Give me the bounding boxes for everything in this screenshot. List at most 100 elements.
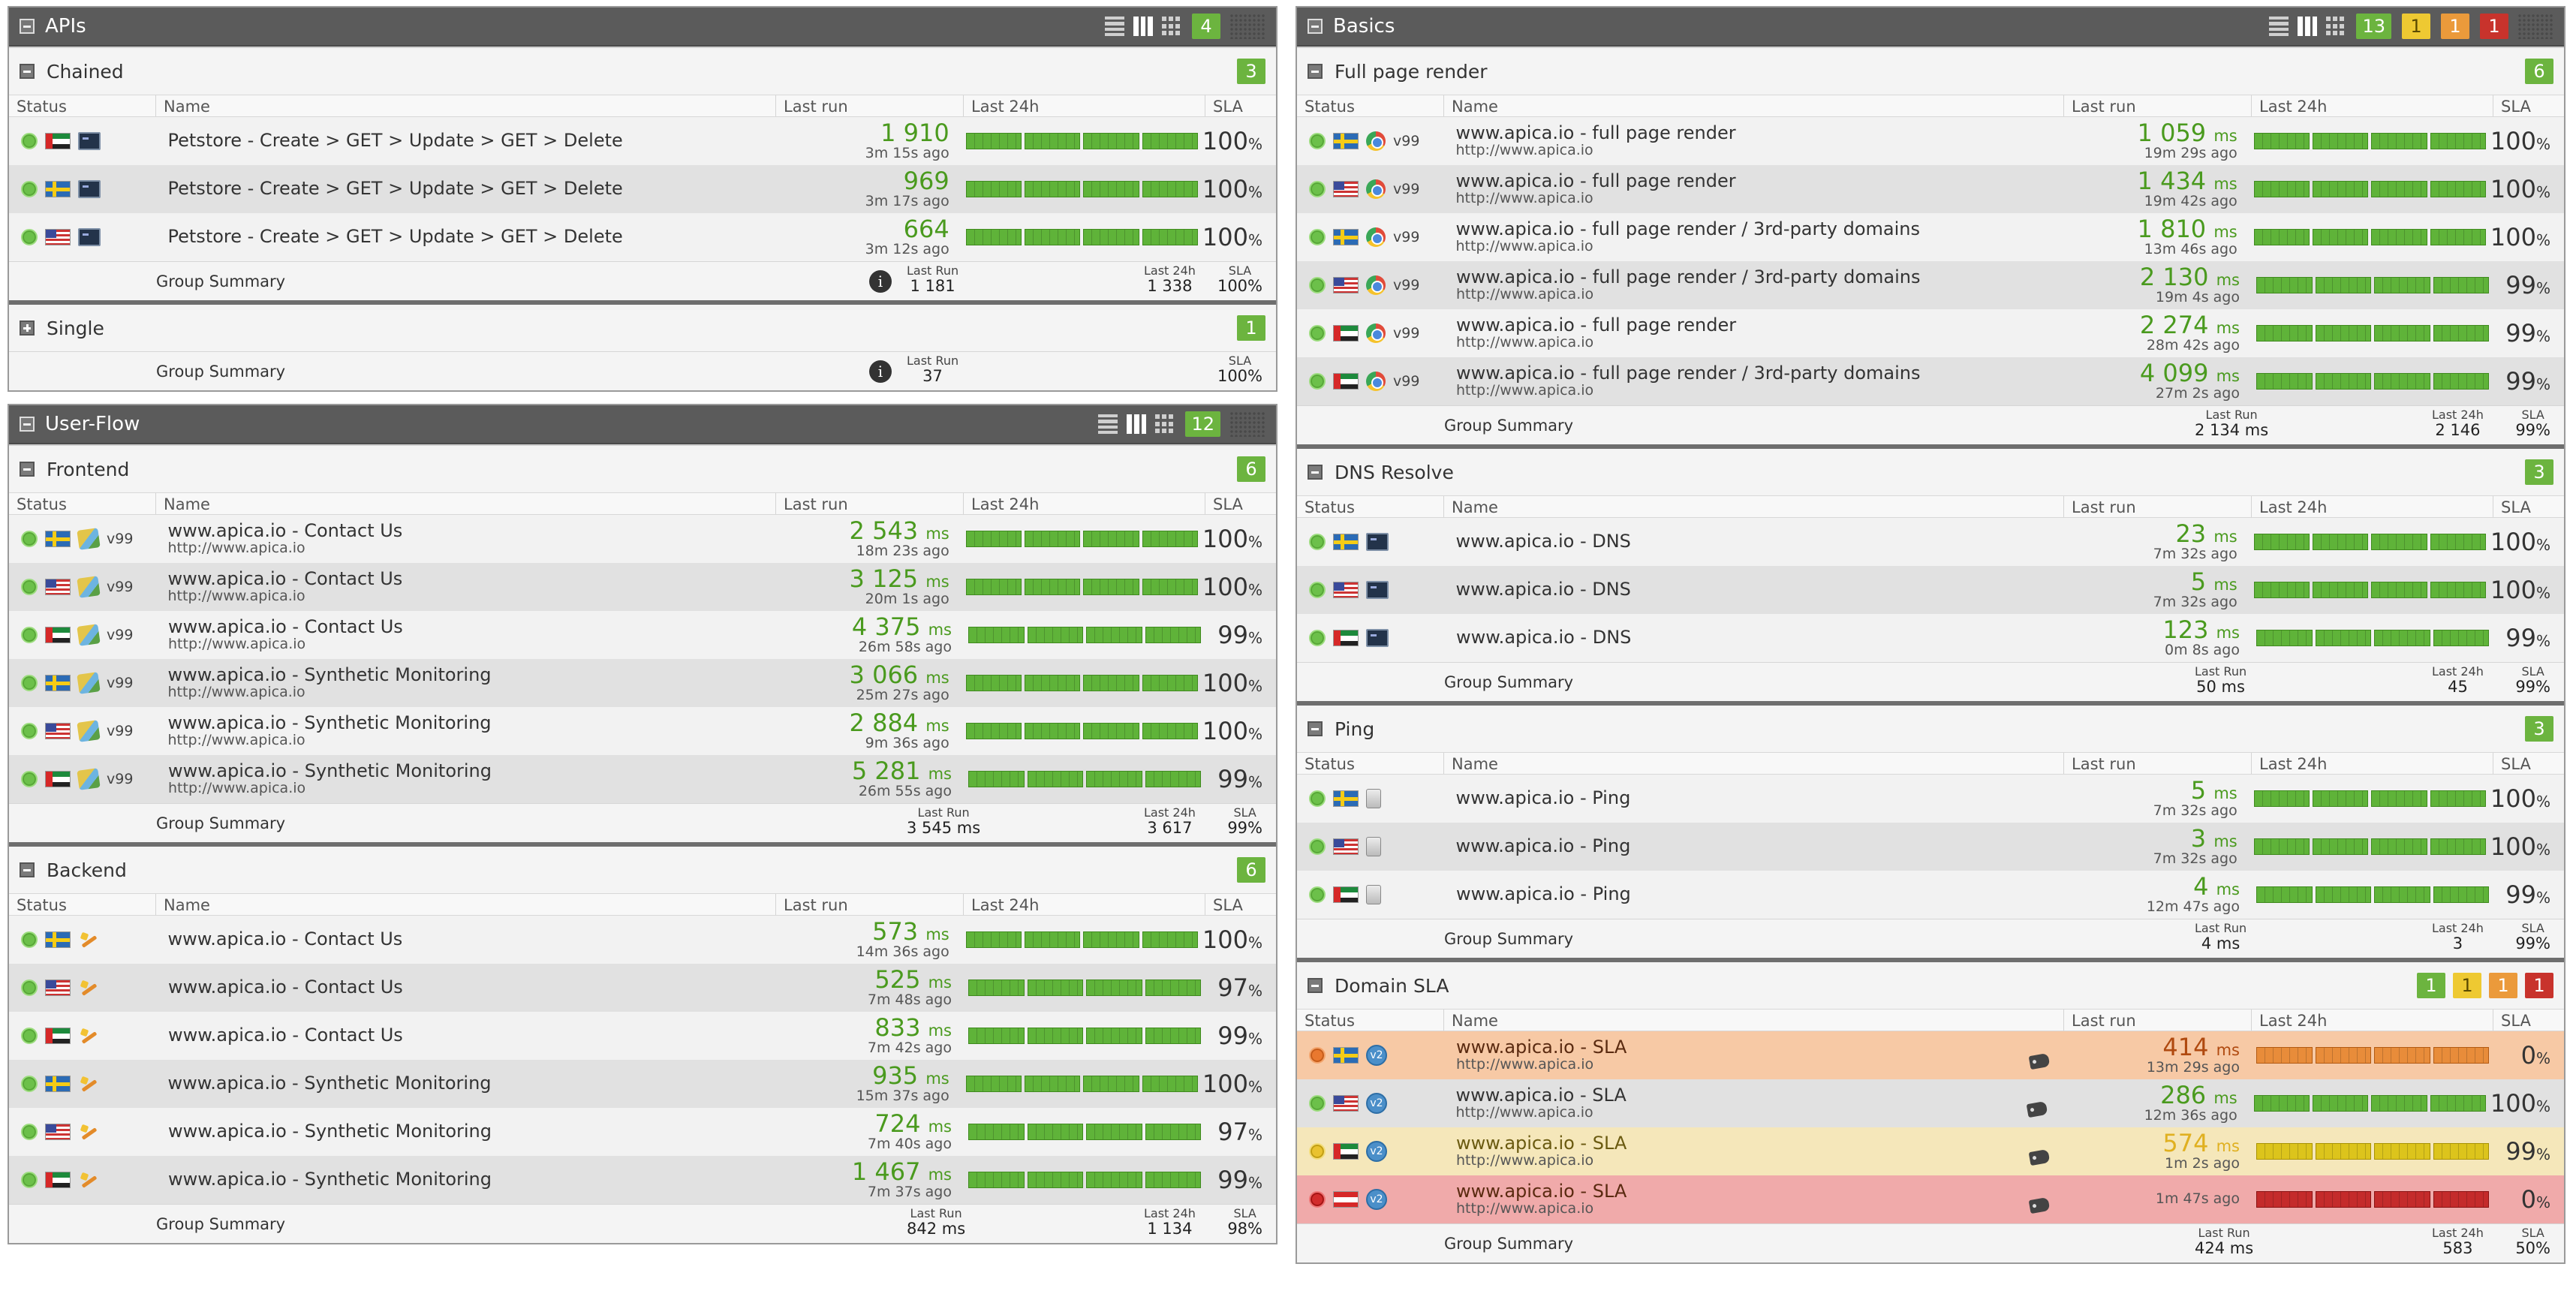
table-row[interactable]: v2 www.apica.io - SLA http://www.apica.i… — [1297, 1079, 2564, 1127]
col-sla[interactable]: SLA — [2501, 1012, 2531, 1030]
status-count-badge[interactable]: 1 — [2417, 973, 2445, 998]
last-24h-bars[interactable] — [961, 931, 1202, 948]
last-24h-bars[interactable] — [2252, 1143, 2493, 1160]
check-name[interactable]: www.apica.io - full page render — [1455, 170, 1736, 192]
last-24h-bars[interactable] — [2249, 534, 2490, 550]
table-row[interactable]: v99 www.apica.io - Contact Us http://www… — [9, 563, 1276, 611]
check-name[interactable]: www.apica.io - Ping — [1455, 835, 1631, 857]
check-name[interactable]: www.apica.io - Contact Us — [168, 976, 403, 998]
collapse-icon[interactable] — [1308, 721, 1323, 736]
last-24h-bars[interactable] — [964, 1172, 1205, 1188]
table-row[interactable]: Petstore - Create > GET > Update > GET >… — [9, 165, 1276, 213]
col-last-24h[interactable]: Last 24h — [2252, 753, 2493, 774]
last-24h-bars[interactable] — [964, 627, 1205, 643]
group-header[interactable]: Ping 3 — [1297, 706, 2564, 752]
table-row[interactable]: v99 www.apica.io - full page render / 3r… — [1297, 261, 2564, 309]
table-row[interactable]: v99 www.apica.io - full page render http… — [1297, 309, 2564, 357]
col-last-run[interactable]: Last run — [776, 493, 964, 514]
last-24h-bars[interactable] — [964, 1124, 1205, 1140]
check-name[interactable]: www.apica.io - full page render / 3rd-pa… — [1456, 266, 1921, 288]
group-count-badge[interactable]: 3 — [1237, 59, 1265, 84]
col-sla[interactable]: SLA — [1213, 98, 1243, 116]
col-sla[interactable]: SLA — [1213, 495, 1243, 513]
group-header[interactable]: Single 1 — [9, 305, 1276, 351]
check-name[interactable]: www.apica.io - Contact Us — [167, 928, 403, 950]
last-24h-bars[interactable] — [2252, 277, 2493, 293]
table-row[interactable]: Petstore - Create > GET > Update > GET >… — [9, 117, 1276, 165]
col-last-24h[interactable]: Last 24h — [2252, 1010, 2493, 1031]
check-name[interactable]: www.apica.io - Ping — [1456, 883, 1631, 905]
col-status[interactable]: Status — [1297, 1010, 1444, 1031]
info-icon[interactable]: i — [869, 360, 892, 383]
collapse-icon[interactable] — [20, 19, 35, 34]
check-name[interactable]: www.apica.io - full page render — [1455, 122, 1736, 144]
list-view-icon[interactable] — [1098, 414, 1118, 434]
list-view-icon[interactable] — [2269, 17, 2289, 36]
status-count-badge[interactable]: 4 — [1192, 14, 1220, 39]
last-24h-bars[interactable] — [2249, 181, 2490, 197]
table-row[interactable]: v99 www.apica.io - full page render http… — [1297, 117, 2564, 165]
check-name[interactable]: www.apica.io - Synthetic Monitoring — [168, 1121, 492, 1142]
col-status[interactable]: Status — [1297, 95, 1444, 116]
table-row[interactable]: www.apica.io - Ping 4 ms 12m 47s ago 99% — [1297, 871, 2564, 919]
list-view-icon[interactable] — [1105, 17, 1124, 36]
group-header[interactable]: Domain SLA 1 1 1 1 — [1297, 962, 2564, 1009]
last-24h-bars[interactable] — [2252, 630, 2493, 646]
collapse-icon[interactable] — [20, 862, 35, 877]
status-count-badge[interactable]: 1 — [2489, 973, 2517, 998]
col-last-run[interactable]: Last run — [2064, 95, 2252, 116]
last-24h-bars[interactable] — [2252, 1191, 2493, 1208]
last-24h-bars[interactable] — [961, 579, 1202, 595]
group-count-badge[interactable]: 6 — [1237, 857, 1265, 883]
grid-view-icon[interactable] — [1162, 17, 1181, 36]
status-count-badge[interactable]: 1 — [2453, 973, 2481, 998]
drag-handle[interactable] — [1229, 14, 1265, 39]
grid-view-icon[interactable] — [2326, 17, 2346, 36]
col-last-24h[interactable]: Last 24h — [2252, 496, 2493, 517]
collapse-icon[interactable] — [1308, 19, 1323, 34]
table-row[interactable]: v99 www.apica.io - Contact Us http://www… — [9, 515, 1276, 563]
col-last-run[interactable]: Last run — [2064, 753, 2252, 774]
last-24h-bars[interactable] — [2252, 325, 2493, 342]
group-header[interactable]: Backend 6 — [9, 847, 1276, 893]
last-24h-bars[interactable] — [964, 980, 1205, 996]
last-24h-bars[interactable] — [2249, 133, 2490, 149]
status-count-badge[interactable]: 1 — [2441, 14, 2469, 39]
check-name[interactable]: www.apica.io - Synthetic Monitoring — [167, 664, 492, 686]
check-name[interactable]: www.apica.io - SLA — [1456, 1181, 1627, 1202]
grid-view-icon[interactable] — [1155, 414, 1175, 434]
collapse-icon[interactable] — [20, 417, 35, 432]
table-row[interactable]: www.apica.io - Contact Us 525 ms 7m 48s … — [9, 964, 1276, 1012]
check-name[interactable]: www.apica.io - Ping — [1455, 787, 1631, 809]
col-status[interactable]: Status — [9, 493, 156, 514]
info-icon[interactable]: i — [869, 270, 892, 293]
table-row[interactable]: Petstore - Create > GET > Update > GET >… — [9, 213, 1276, 261]
table-row[interactable]: v2 www.apica.io - SLA http://www.apica.i… — [1297, 1175, 2564, 1223]
table-row[interactable]: v99 www.apica.io - Synthetic Monitoring … — [9, 755, 1276, 803]
last-24h-bars[interactable] — [2252, 1047, 2493, 1064]
last-24h-bars[interactable] — [2249, 838, 2490, 855]
group-count-badge[interactable]: 3 — [2525, 716, 2553, 742]
check-name[interactable]: www.apica.io - Contact Us — [167, 520, 403, 542]
col-name[interactable]: Name — [156, 493, 776, 514]
table-row[interactable]: v2 www.apica.io - SLA http://www.apica.i… — [1297, 1127, 2564, 1175]
col-last-24h[interactable]: Last 24h — [964, 493, 1205, 514]
collapse-icon[interactable] — [20, 462, 35, 477]
table-row[interactable]: www.apica.io - DNS 5 ms 7m 32s ago 100% — [1297, 566, 2564, 614]
col-last-run[interactable]: Last run — [2064, 496, 2252, 517]
col-status[interactable]: Status — [1297, 753, 1444, 774]
col-name[interactable]: Name — [1444, 1010, 2064, 1031]
status-count-badge[interactable]: 13 — [2356, 14, 2391, 39]
col-name[interactable]: Name — [1444, 95, 2064, 116]
last-24h-bars[interactable] — [2249, 1095, 2490, 1112]
table-row[interactable]: www.apica.io - Ping 5 ms 7m 32s ago 100% — [1297, 775, 2564, 823]
col-status[interactable]: Status — [9, 894, 156, 915]
last-24h-bars[interactable] — [964, 771, 1205, 787]
col-name[interactable]: Name — [1444, 496, 2064, 517]
last-24h-bars[interactable] — [2249, 582, 2490, 598]
table-row[interactable]: www.apica.io - Contact Us 573 ms 14m 36s… — [9, 916, 1276, 964]
last-24h-bars[interactable] — [2252, 373, 2493, 390]
col-last-run[interactable]: Last run — [776, 95, 964, 116]
collapse-icon[interactable] — [1308, 64, 1323, 79]
last-24h-bars[interactable] — [2252, 886, 2493, 903]
